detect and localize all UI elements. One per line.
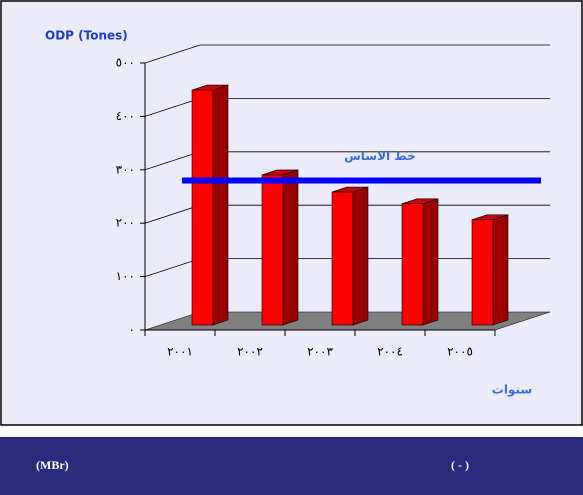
y-tick-label: ٣٠٠	[116, 162, 135, 176]
reference-label: خط الاساس	[344, 149, 416, 163]
x-tick-label: ٢٠٠٥	[447, 345, 473, 359]
y-tick-label: ٢٠٠	[116, 216, 135, 230]
bar	[331, 191, 354, 326]
bar	[261, 174, 284, 326]
y-axis-title: ODP (Tones)	[45, 29, 128, 43]
bar-side	[212, 84, 229, 326]
bar-side	[492, 214, 509, 326]
x-tick-label: ٢٠٠٤	[377, 345, 403, 359]
x-tick-label: ٢٠٠٣	[307, 345, 333, 359]
bar-side	[422, 198, 439, 326]
bar	[471, 219, 494, 326]
bar	[401, 203, 424, 326]
x-tick-label: ٢٠٠١	[167, 345, 193, 359]
grid-line	[144, 44, 550, 64]
y-tick-label: ٥٠٠	[116, 56, 135, 70]
y-tick-label: ٠	[129, 323, 135, 337]
bar-side	[282, 169, 299, 326]
y-tick-label: ٤٠٠	[116, 109, 135, 123]
caption-left: (MBr)	[36, 458, 69, 472]
y-tick-label: ١٠٠	[116, 269, 135, 283]
x-axis-title: سنوات	[492, 383, 532, 398]
bar-side	[352, 186, 369, 326]
x-tick-label: ٢٠٠٢	[237, 345, 263, 359]
caption-right: ( - )	[451, 458, 469, 472]
bar	[191, 89, 214, 326]
caption-bar	[0, 437, 583, 495]
